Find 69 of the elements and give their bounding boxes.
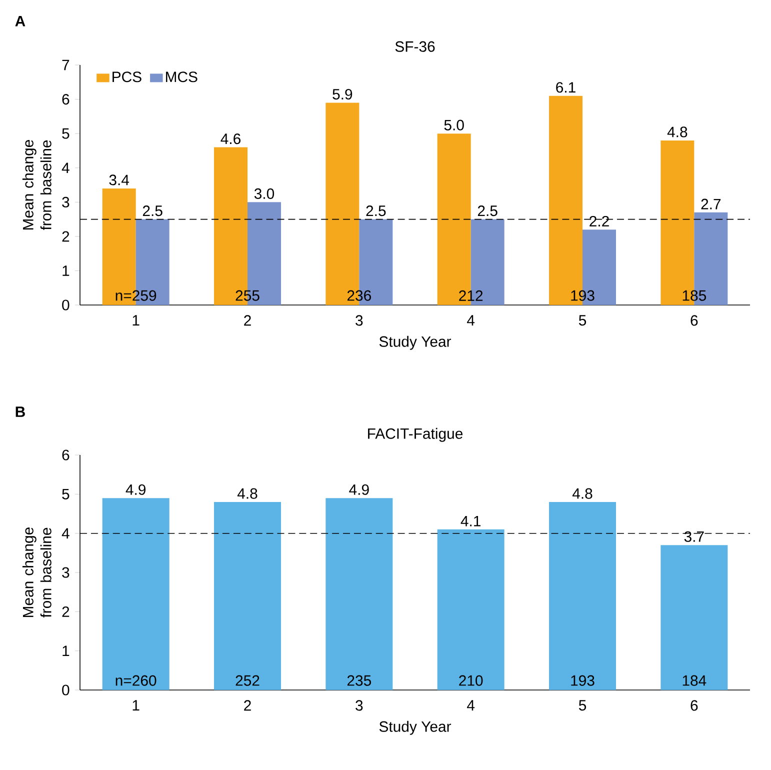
y-axis-title: Mean change from baseline [22,528,52,618]
text: A [15,16,26,26]
annotation: 212 [459,290,483,301]
x-axis-title: Study Year [379,336,452,350]
x-tick-label: 6 [690,700,698,711]
y-tick-label: 1 [62,266,70,276]
y-tick-label: 4 [62,162,70,174]
annotation: 255 [236,290,260,301]
x-tick-label: 5 [578,315,586,326]
x-axis-title: Study Year [379,720,452,735]
data-label: 6.1 [556,82,576,93]
y-tick-label: 6 [62,450,70,460]
data-label: 3.0 [254,188,274,199]
y-tick-label: 0 [62,684,70,696]
bar [437,529,504,690]
bar [102,498,170,690]
legend-label: PCS [112,72,142,82]
data-label: 3.7 [684,531,704,542]
y-tick-label: 4 [62,528,70,538]
data-label: 5.0 [444,120,464,130]
x-tick-label: 4 [467,315,475,326]
annotation: 193 [571,675,594,686]
y-tick-label: 3 [62,196,70,208]
x-tick-label: 5 [578,700,586,711]
data-label: 4.6 [220,134,240,144]
y-tick-label: 1 [62,646,70,656]
data-label: 4.8 [572,488,592,499]
y-tick-label: 2 [62,231,70,242]
x-tick-label: 2 [244,315,251,326]
y-tick-label: 3 [62,567,70,578]
data-label: 2.5 [366,206,386,216]
data-label: 2.7 [701,198,721,210]
data-label: 5.9 [332,88,352,100]
y-tick-label: 6 [62,94,70,105]
x-tick-label: 4 [467,700,475,710]
x-tick-label: 3 [356,700,363,711]
x-tick-label: 1 [132,700,140,710]
x-tick-label: 3 [356,315,363,326]
bar [326,498,393,690]
y-axis-title: Mean change from baseline [22,140,52,230]
data-label: 4.1 [460,516,480,526]
chart-title: FACIT-Fatigue [368,428,463,442]
data-label: 2.5 [142,206,162,216]
legend-label: MCS [166,72,198,82]
annotation: 235 [347,675,372,686]
bar [549,502,616,690]
text: B [16,406,25,417]
data-label: 2.2 [590,216,609,226]
annotation: 210 [459,675,483,686]
y-tick-label: 2 [62,606,70,617]
bar [214,502,282,690]
data-label: 3.4 [109,174,130,186]
data-label: 2.5 [478,206,498,216]
annotation: n=260 [116,675,156,686]
bar [660,545,728,690]
y-tick-label: 5 [62,488,70,500]
y-tick-label: 5 [62,128,70,139]
data-label: 4.8 [237,488,258,499]
x-tick-label: 1 [132,315,140,326]
y-tick-label: 7 [62,60,70,70]
x-tick-label: 2 [244,700,251,711]
x-tick-label: 6 [690,315,698,326]
annotation: 252 [236,675,260,686]
y-tick-label: 0 [62,300,70,310]
data-label: 4.9 [126,484,146,495]
data-label: 4.8 [667,126,688,138]
data-label: 4.9 [349,484,369,495]
chart-title: SF-36 [395,41,435,52]
annotation: 184 [682,675,706,686]
